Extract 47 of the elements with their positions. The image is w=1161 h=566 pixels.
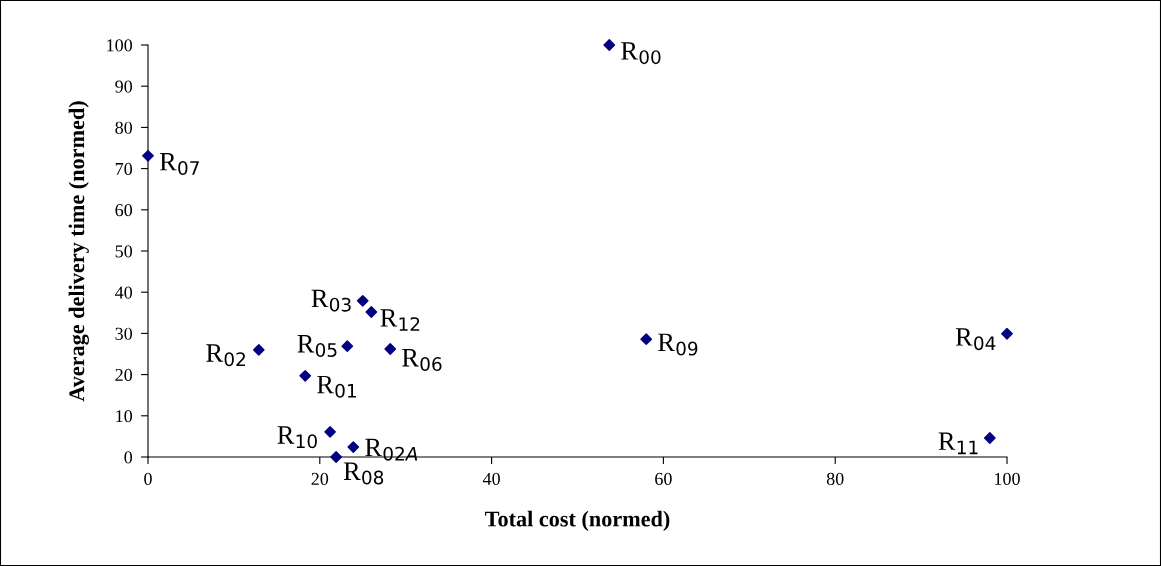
annotation: R$_{10}$: [277, 426, 317, 449]
annotation: R$_{04}$: [955, 328, 996, 351]
annotation: R$_{01}$: [317, 375, 356, 398]
annotation: R$_{02A}$: [365, 438, 418, 461]
annotation: R$_{12}$: [380, 309, 420, 331]
y-axis-title: Average delivery time (normed): [68, 101, 89, 402]
x-tick-label: 20: [311, 472, 329, 485]
point: [299, 369, 312, 382]
y-tick-label: 60: [115, 204, 133, 217]
annotation: R$_{06}$: [402, 349, 442, 371]
y-tick-label: 80: [115, 121, 133, 134]
point: [603, 39, 616, 51]
y-tick-label: 10: [116, 410, 133, 423]
y-tick-label: 100: [107, 39, 133, 52]
point: [142, 149, 154, 162]
y-tick-label: 20: [115, 368, 133, 382]
point: [324, 425, 337, 438]
x-tick-label: 40: [482, 472, 500, 485]
annotation: R$_{08}$: [343, 462, 384, 485]
point: [640, 333, 653, 346]
y-tick-label: 0: [124, 451, 133, 464]
x-tick-label: 0: [144, 472, 152, 485]
annotation: R$_{07}$: [159, 153, 199, 175]
y-tick-label: 90: [115, 80, 133, 93]
y-tick-label: 50: [115, 245, 133, 258]
y-tick-label: 70: [115, 162, 133, 176]
annotation: R$_{03}$: [311, 289, 351, 312]
point: [330, 451, 343, 463]
y-tick-label: 40: [115, 286, 133, 299]
point: [347, 441, 360, 454]
annotation: R$_{09}$: [658, 333, 698, 356]
x-axis-title: Total cost (normed): [485, 510, 670, 532]
x-tick-label: 60: [655, 472, 672, 485]
annotation: R$_{11}$: [938, 432, 978, 455]
point: [252, 343, 265, 356]
x-tick-label: 100: [995, 472, 1020, 485]
point: [341, 340, 354, 353]
point: [384, 343, 397, 355]
x-tick-label: 80: [826, 472, 844, 485]
y-tick-label: 30: [115, 327, 133, 340]
annotation: R$_{05}$: [297, 335, 337, 357]
annotation: R$_{02}$: [206, 344, 245, 367]
annotation: R$_{00}$: [621, 42, 661, 65]
point: [356, 294, 369, 307]
point: [983, 432, 996, 444]
point: [1001, 327, 1013, 340]
point: [365, 306, 378, 318]
